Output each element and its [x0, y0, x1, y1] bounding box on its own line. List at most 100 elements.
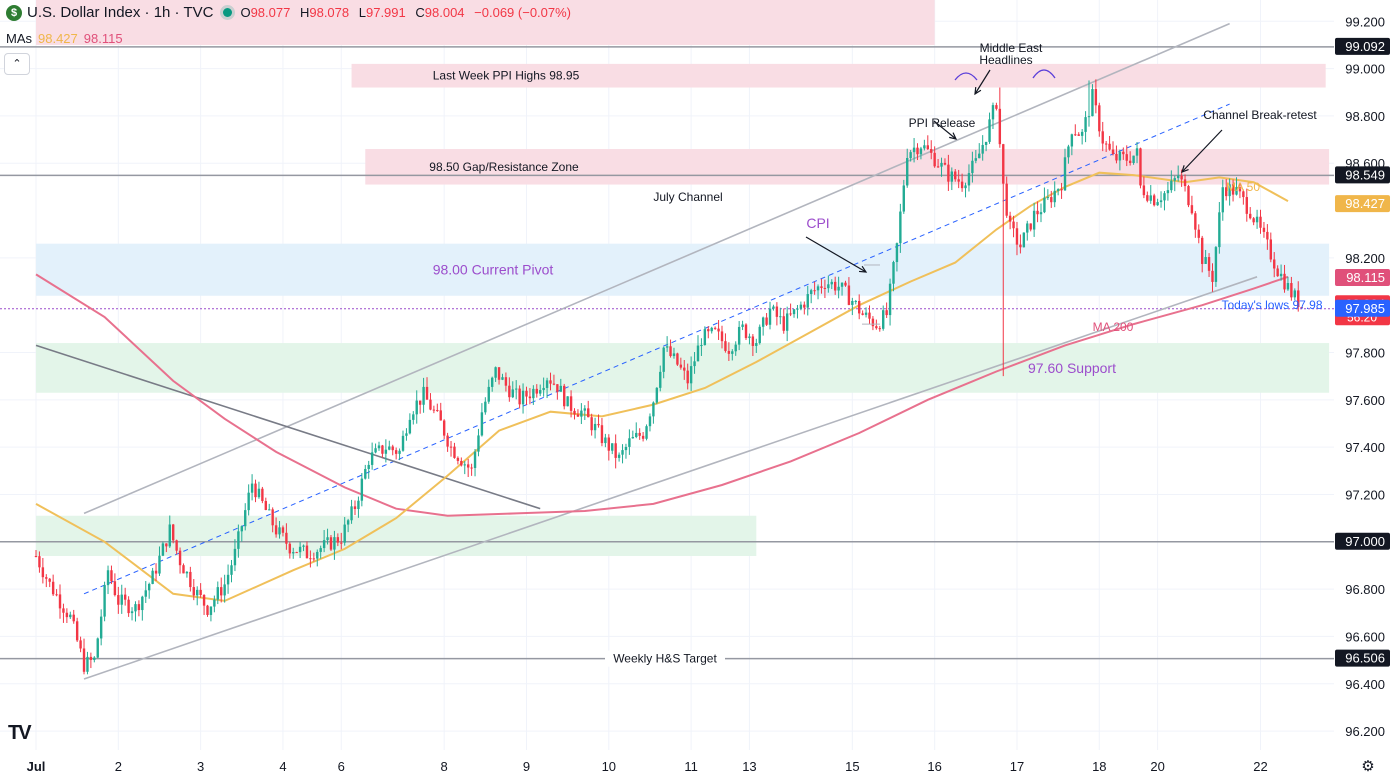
x-axis[interactable]: Jul 2 3 4 6 8 9 10 11 13 15 16 17 18 20 22 ⚙: [0, 752, 1400, 776]
candle-body: [1266, 231, 1269, 240]
candle-body: [580, 410, 583, 417]
candle-body: [429, 399, 432, 410]
candle-body: [1252, 218, 1255, 223]
candle-body: [967, 173, 971, 186]
candle-body: [672, 353, 676, 357]
ma-legend-label: MAs: [6, 31, 32, 46]
middle-east-arrow-head: [974, 86, 982, 96]
candle-body: [196, 589, 199, 596]
chart-trendlines: [35, 22, 1258, 680]
ma200-line: [35, 273, 1289, 517]
candle-body: [343, 524, 346, 543]
candle-body: [120, 594, 123, 605]
candle-body: [621, 450, 624, 455]
candle-body: [713, 327, 717, 329]
price-tag-bg: [1335, 299, 1390, 317]
candle-body: [295, 552, 298, 554]
candle-body: [611, 443, 614, 451]
candle-body: [484, 401, 487, 413]
candle-body: [710, 327, 713, 332]
candle-body: [168, 524, 171, 547]
close-value: 98.004: [424, 5, 465, 20]
candle-body: [223, 584, 226, 596]
candle-body: [209, 606, 213, 615]
candle-body: [847, 285, 851, 305]
trendline-channel-lower: [83, 276, 1258, 680]
candle-body: [549, 380, 552, 384]
candle-body: [247, 492, 250, 511]
annotation-label: Today's lows 97.98: [1221, 298, 1322, 312]
chart-header: $ U.S. Dollar Index · 1h · TVC O98.077 H…: [6, 4, 577, 21]
candle-body: [494, 367, 497, 378]
candle-body: [1214, 247, 1218, 282]
candle-body: [268, 509, 271, 511]
candle-body: [298, 546, 302, 553]
symbol-title[interactable]: U.S. Dollar Index · 1h · TVC: [27, 4, 214, 21]
candle-body: [182, 565, 185, 574]
candle-body: [1080, 131, 1084, 136]
candle-body: [731, 351, 734, 354]
candle-body: [391, 446, 394, 451]
candle-body: [1218, 212, 1221, 248]
candle-body: [261, 488, 264, 502]
candle-body: [477, 435, 480, 452]
candle-body: [1173, 178, 1176, 181]
candle-body: [357, 500, 360, 510]
candle-body: [693, 361, 696, 367]
candle-body: [569, 396, 573, 411]
low-label: L: [358, 5, 366, 20]
y-tick-label: 96.800: [1345, 582, 1385, 597]
x-tick-label: 15: [845, 759, 859, 774]
candle-body: [906, 158, 909, 186]
candle-body: [590, 417, 593, 431]
candle-body: [264, 501, 268, 510]
candle-body: [875, 326, 878, 329]
symbol-logo-icon: $: [6, 4, 22, 21]
candle-body: [545, 380, 549, 388]
ma-legend[interactable]: MAs 98.427 98.115: [6, 31, 123, 46]
y-axis[interactable]: 99.20099.00098.80098.60098.20097.80097.6…: [1334, 0, 1400, 776]
candle-body: [1022, 232, 1026, 248]
candle-body: [213, 599, 216, 607]
candle-body: [1300, 307, 1303, 309]
candle-body: [652, 402, 655, 417]
candle-body: [1063, 157, 1067, 191]
price-tag-bg: [1335, 195, 1390, 213]
candle-body: [333, 537, 336, 550]
candle-body: [1039, 212, 1043, 215]
candle-body: [456, 457, 460, 461]
candle-body: [916, 147, 919, 155]
candle-body: [1132, 155, 1135, 164]
candle-body: [799, 304, 803, 309]
candle-body: [58, 594, 62, 609]
candle-body: [364, 468, 367, 479]
candle-body: [34, 555, 38, 557]
y-tick-label: 98.200: [1345, 251, 1385, 266]
candle-body: [751, 336, 755, 346]
x-tick-label: 20: [1150, 759, 1164, 774]
gear-icon[interactable]: ⚙: [1361, 757, 1374, 775]
candle-body: [844, 282, 847, 286]
candle-body: [785, 313, 789, 331]
candle-body: [528, 396, 532, 399]
candle-body: [237, 531, 240, 549]
ohlc-readout: O98.077 H98.078 L97.991 C98.004 −0.069 (…: [240, 5, 577, 20]
high-value: 98.078: [309, 5, 350, 20]
candle-body: [353, 506, 357, 510]
candle-body: [274, 525, 278, 535]
chevron-up-icon[interactable]: ⌃: [4, 53, 30, 75]
x-tick-label: 8: [441, 759, 448, 774]
middle-east-arrow: [974, 69, 991, 95]
candle-body: [158, 555, 161, 574]
candle-body: [278, 527, 281, 535]
candle-body: [62, 608, 65, 613]
candle-body: [1002, 144, 1005, 184]
candle-body: [686, 370, 689, 384]
candle-body: [1060, 189, 1063, 191]
candle-body: [48, 578, 51, 582]
candle-body: [1015, 228, 1019, 245]
open-value: 98.077: [250, 5, 291, 20]
candle-body: [1245, 197, 1248, 214]
candle-body: [1111, 149, 1115, 154]
